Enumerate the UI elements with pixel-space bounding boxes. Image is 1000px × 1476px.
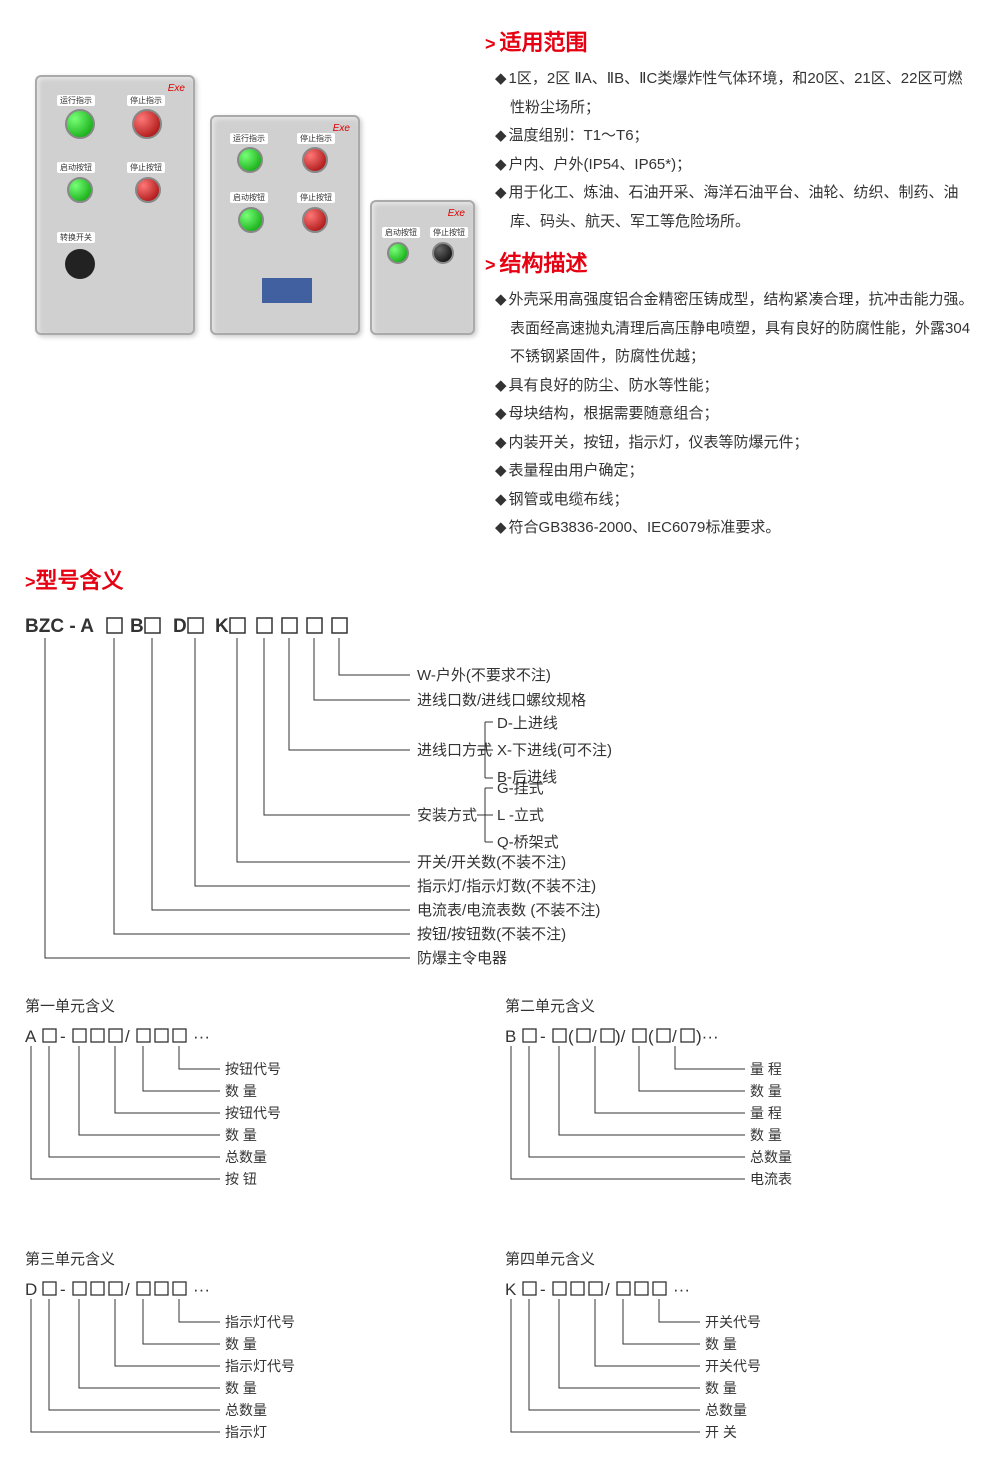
svg-text:/: / xyxy=(125,1280,130,1299)
svg-text:按钮代号: 按钮代号 xyxy=(225,1105,281,1121)
svg-text:数 量: 数 量 xyxy=(705,1380,737,1396)
svg-text:G-挂式: G-挂式 xyxy=(497,780,544,797)
svg-text:D: D xyxy=(25,1280,37,1299)
svg-text:指示灯代号: 指示灯代号 xyxy=(225,1358,295,1374)
svg-text:总数量: 总数量 xyxy=(750,1149,792,1165)
green-button xyxy=(238,207,264,233)
svg-text:B: B xyxy=(505,1027,516,1046)
model-heading: >型号含义 xyxy=(25,563,975,595)
ex-mark: Exe xyxy=(168,83,185,94)
svg-text:量 程: 量 程 xyxy=(750,1061,782,1077)
svg-text:数 量: 数 量 xyxy=(750,1127,782,1143)
svg-text:按 钮: 按 钮 xyxy=(225,1171,257,1187)
svg-text:-: - xyxy=(60,1280,66,1299)
svg-text:-: - xyxy=(540,1027,546,1046)
svg-text:)/: )/ xyxy=(615,1027,626,1046)
struct-list: 外壳采用高强度铝合金精密压铸成型，结构紧凑合理，抗冲击能力强。表面经高速抛丸清理… xyxy=(485,286,975,543)
svg-text:电流表/电流表数 (不装不注): 电流表/电流表数 (不装不注) xyxy=(417,902,600,919)
control-box-large: Exe 运行指示 停止指示 启动按钮 停止按钮 转换开关 xyxy=(35,75,195,335)
unit-3: 第三单元含义 D - / ··· xyxy=(25,1248,425,1461)
svg-text:指示灯: 指示灯 xyxy=(225,1424,267,1440)
green-led xyxy=(237,147,263,173)
svg-text:···: ··· xyxy=(193,1027,210,1046)
control-box-small: Exe 启动按钮 停止按钮 xyxy=(370,200,475,335)
control-box-medium: Exe 运行指示 停止指示 启动按钮 停止按钮 xyxy=(210,115,360,335)
scope-heading: >适用范围 xyxy=(485,25,975,57)
svg-text:总数量: 总数量 xyxy=(225,1402,267,1418)
svg-text:开关代号: 开关代号 xyxy=(705,1314,761,1330)
svg-text:K: K xyxy=(505,1280,517,1299)
svg-text:···: ··· xyxy=(673,1280,690,1299)
svg-text:B: B xyxy=(130,616,144,637)
unit3-svg: D - / ··· xyxy=(25,1277,425,1457)
svg-text:安装方式: 安装方式 xyxy=(417,807,477,824)
red-led xyxy=(132,109,162,139)
svg-text:进线口数/进线口螺纹规格: 进线口数/进线口螺纹规格 xyxy=(417,692,586,709)
svg-text:数 量: 数 量 xyxy=(750,1083,782,1099)
unit-2: 第二单元含义 B - ( / )/ ( / )··· xyxy=(505,995,905,1208)
svg-text:BZC - A: BZC - A xyxy=(25,616,94,637)
unit4-svg: K - / ··· xyxy=(505,1277,905,1457)
svg-text:(: ( xyxy=(648,1027,654,1046)
red-button xyxy=(135,177,161,203)
svg-text:电流表: 电流表 xyxy=(750,1171,792,1187)
nameplate xyxy=(262,278,312,303)
svg-text:开关代号: 开关代号 xyxy=(705,1358,761,1374)
svg-text:-: - xyxy=(60,1027,66,1046)
svg-text:-: - xyxy=(540,1280,546,1299)
svg-text:数 量: 数 量 xyxy=(225,1336,257,1352)
red-button xyxy=(302,207,328,233)
product-photo: Exe 运行指示 停止指示 启动按钮 停止按钮 转换开关 Exe 运行指示 停止… xyxy=(25,15,465,375)
svg-text:数 量: 数 量 xyxy=(225,1083,257,1099)
svg-text:D: D xyxy=(173,616,187,637)
svg-text:量 程: 量 程 xyxy=(750,1105,782,1121)
svg-text:K: K xyxy=(215,616,229,637)
unit-1: 第一单元含义 A - / ··· xyxy=(25,995,425,1208)
svg-text:总数量: 总数量 xyxy=(225,1149,267,1165)
svg-text:总数量: 总数量 xyxy=(705,1402,747,1418)
unit-4: 第四单元含义 K - / ··· xyxy=(505,1248,905,1461)
svg-text:(: ( xyxy=(568,1027,574,1046)
svg-text:A: A xyxy=(25,1027,37,1046)
model-code-diagram: BZC - A B D K xyxy=(25,610,975,970)
unit2-svg: B - ( / )/ ( / )··· xyxy=(505,1024,925,1204)
svg-text:/: / xyxy=(592,1027,597,1046)
svg-text:···: ··· xyxy=(193,1280,210,1299)
green-led xyxy=(65,109,95,139)
svg-text:按钮代号: 按钮代号 xyxy=(225,1061,281,1077)
svg-text:D-上进线: D-上进线 xyxy=(497,715,558,732)
svg-text:/: / xyxy=(125,1027,130,1046)
svg-text:按钮/按钮数(不装不注): 按钮/按钮数(不装不注) xyxy=(417,926,566,943)
svg-text:/: / xyxy=(605,1280,610,1299)
red-led xyxy=(302,147,328,173)
ex-mark: Exe xyxy=(448,208,465,219)
svg-text:W-户外(不要求不注): W-户外(不要求不注) xyxy=(417,667,551,684)
green-button xyxy=(387,242,409,264)
unit1-svg: A - / ··· xyxy=(25,1024,425,1204)
code-tree-svg: BZC - A B D K xyxy=(25,610,975,970)
svg-text:数 量: 数 量 xyxy=(705,1336,737,1352)
svg-text:/: / xyxy=(672,1027,677,1046)
svg-text:L -立式: L -立式 xyxy=(497,807,544,824)
svg-text:指示灯/指示灯数(不装不注): 指示灯/指示灯数(不装不注) xyxy=(417,878,596,895)
green-button xyxy=(67,177,93,203)
svg-text:数 量: 数 量 xyxy=(225,1380,257,1396)
svg-text:数 量: 数 量 xyxy=(225,1127,257,1143)
svg-text:指示灯代号: 指示灯代号 xyxy=(225,1314,295,1330)
svg-text:)···: )··· xyxy=(696,1027,719,1046)
svg-text:防爆主令电器: 防爆主令电器 xyxy=(417,950,507,967)
unit-definitions: 第一单元含义 A - / ··· xyxy=(25,995,975,1461)
svg-text:开关/开关数(不装不注): 开关/开关数(不装不注) xyxy=(417,854,566,871)
rotary-knob xyxy=(65,249,95,279)
svg-text:开 关: 开 关 xyxy=(705,1424,737,1440)
struct-heading: >结构描述 xyxy=(485,246,975,278)
scope-list: 1区，2区 ⅡA、ⅡB、ⅡC类爆炸性气体环境，和20区、21区、22区可燃性粉尘… xyxy=(485,65,975,236)
black-button xyxy=(432,242,454,264)
ex-mark: Exe xyxy=(333,123,350,134)
svg-text:进线口方式: 进线口方式 xyxy=(417,742,492,759)
svg-text:X-下进线(可不注): X-下进线(可不注) xyxy=(497,742,612,759)
svg-text:Q-桥架式: Q-桥架式 xyxy=(497,834,559,851)
